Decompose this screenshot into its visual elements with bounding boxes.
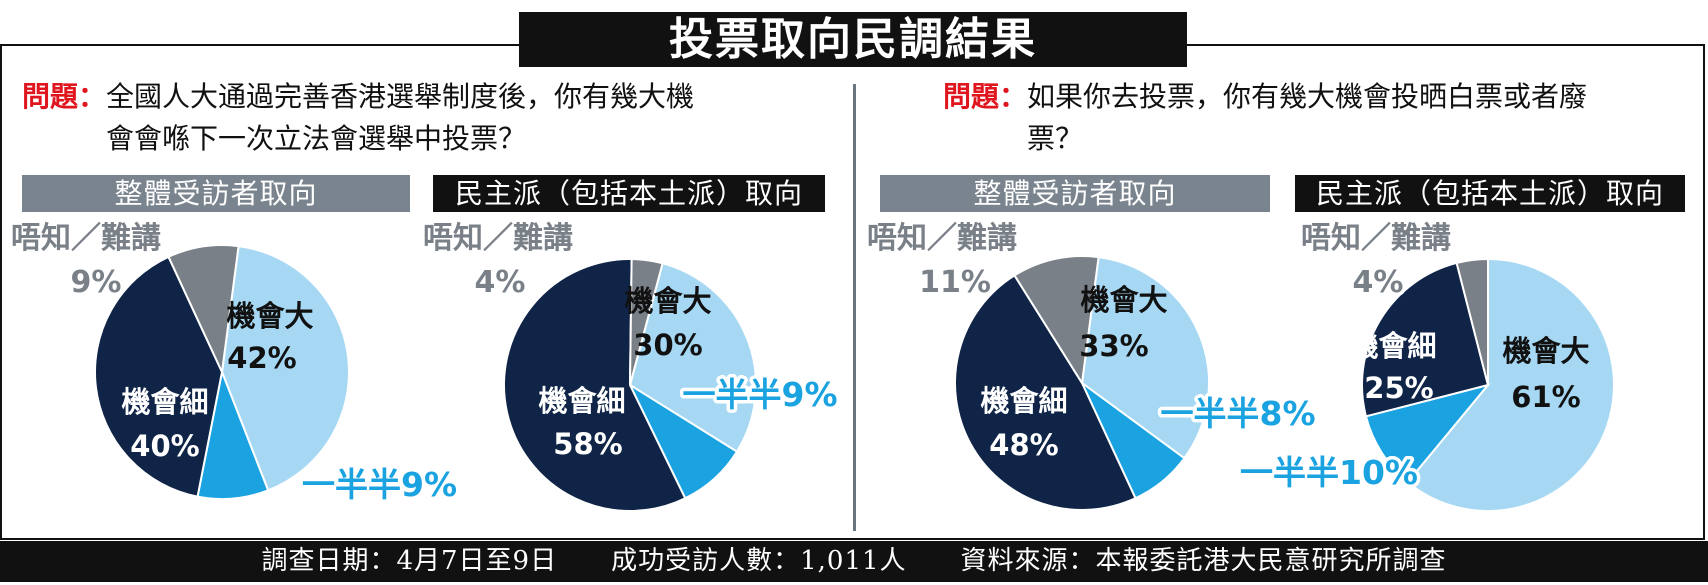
slice-label-high: 機會大 — [624, 284, 711, 318]
slice-label-half: 一半半9% — [682, 375, 837, 414]
group-header-democrat-2: 民主派（包括本土派）取向 — [1295, 175, 1685, 212]
slice-value: 10% — [1339, 453, 1418, 492]
pie-slice-high — [1080, 255, 1210, 460]
source-footer: 調查日期：4月7日至9日 成功受訪人數：1,011人 資料來源：本報委託港大民意… — [0, 541, 1708, 582]
question-label: 問題： — [943, 80, 1028, 113]
slice-label-half: 一半半10% — [1240, 453, 1418, 492]
slice-value-low: 25% — [1364, 371, 1433, 405]
slice-value-low: 40% — [130, 429, 199, 463]
group-header-overall-1: 整體受訪者取向 — [22, 175, 410, 212]
question-label: 問題： — [22, 80, 107, 113]
slice-value: 8% — [1259, 394, 1315, 433]
pie-slice-unknown — [629, 257, 664, 386]
question-2: 問題：如果你去投票，你有幾大機會投晒白票或者廢票？ — [943, 76, 1637, 160]
page-title: 投票取向民調結果 — [519, 12, 1187, 67]
pie-slice-high — [1406, 257, 1615, 512]
question-text: 全國人大通過完善香港選舉制度後，你有幾大機會會喺下一次立法會選舉中投票？ — [106, 80, 695, 155]
slice-value-unknown: 4% — [1353, 265, 1404, 300]
slice-label-half: 一半半8% — [1160, 394, 1315, 433]
slice-label-unknown: 唔知／難講 — [423, 221, 573, 256]
slice-name: 一半半 — [1240, 453, 1339, 492]
pie-slice-high — [220, 244, 350, 492]
slice-value-high: 30% — [633, 328, 702, 362]
group-header-overall-2: 整體受訪者取向 — [880, 175, 1270, 212]
slice-label-low: 機會細 — [980, 384, 1067, 418]
pie-slice-low — [1361, 261, 1490, 418]
slice-name: 一半半 — [1160, 394, 1259, 433]
slice-value-unknown: 4% — [475, 265, 526, 300]
section-divider — [853, 84, 856, 531]
pie-slice-unknown — [167, 244, 240, 376]
pie-slice-unknown — [1455, 257, 1489, 386]
slice-label-low: 機會細 — [1349, 329, 1436, 363]
pie-slice-unknown — [1013, 255, 1100, 386]
group-header-democrat-1: 民主派（包括本土派）取向 — [433, 175, 825, 212]
slice-label-half: 一半半9% — [302, 465, 457, 504]
slice-value-unknown: 9% — [71, 265, 122, 300]
pie-slice-low — [954, 274, 1137, 511]
pie-slice-low — [503, 258, 687, 512]
slice-value-low: 48% — [989, 428, 1058, 462]
slice-value-high: 42% — [227, 341, 296, 375]
slice-label-high: 機會大 — [226, 299, 313, 333]
slice-label-high: 機會大 — [1502, 334, 1589, 368]
slice-name: 一半半 — [302, 465, 401, 504]
slice-value: 9% — [401, 465, 457, 504]
slice-value: 9% — [781, 375, 837, 414]
slice-value-low: 58% — [553, 427, 622, 461]
slice-value-high: 61% — [1511, 380, 1580, 414]
slice-label-high: 機會大 — [1080, 283, 1167, 317]
slice-name: 一半半 — [682, 375, 781, 414]
slice-value-unknown: 11% — [919, 265, 991, 300]
question-text: 如果你去投票，你有幾大機會投晒白票或者廢票？ — [1027, 80, 1588, 155]
slice-label-unknown: 唔知／難講 — [867, 221, 1017, 256]
pie-slice-low — [94, 255, 224, 498]
slice-label-unknown: 唔知／難講 — [11, 221, 161, 256]
slice-value-high: 33% — [1079, 329, 1148, 363]
slice-label-low: 機會細 — [538, 384, 625, 418]
slice-label-unknown: 唔知／難講 — [1301, 221, 1451, 256]
question-1: 問題：全國人大通過完善香港選舉制度後，你有幾大機會會喺下一次立法會選舉中投票？ — [22, 76, 716, 160]
slice-label-low: 機會細 — [121, 385, 208, 419]
